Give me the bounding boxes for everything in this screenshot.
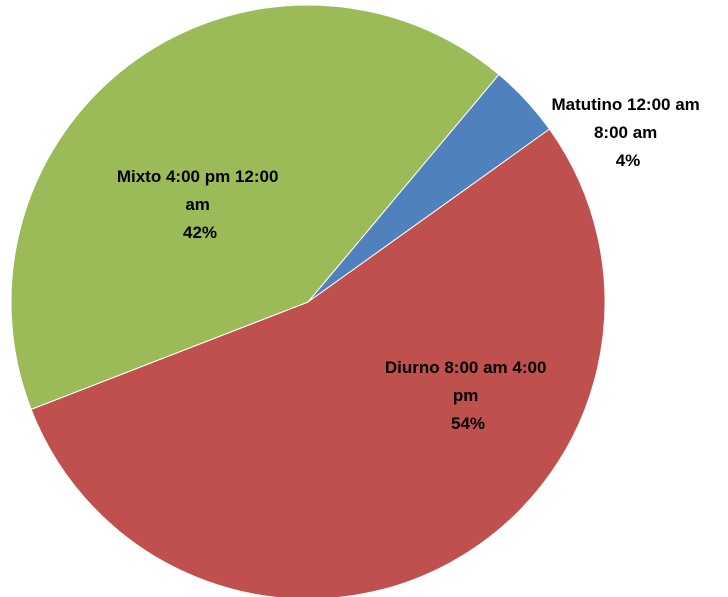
slice-label-matutino: Matutino 12:00 am 8:00 am 4%	[551, 95, 704, 170]
slice-diurno	[30, 128, 606, 597]
slice-label-diurno: Diurno 8:00 am 4:00 pm 54%	[385, 358, 551, 433]
slice-labels: Matutino 12:00 am 8:00 am 4% Diurno 8:00…	[117, 95, 704, 433]
pie-slices	[10, 4, 606, 597]
slice-mixto	[10, 4, 500, 411]
slice-label-mixto: Mixto 4:00 pm 12:00 am 42%	[117, 167, 283, 242]
